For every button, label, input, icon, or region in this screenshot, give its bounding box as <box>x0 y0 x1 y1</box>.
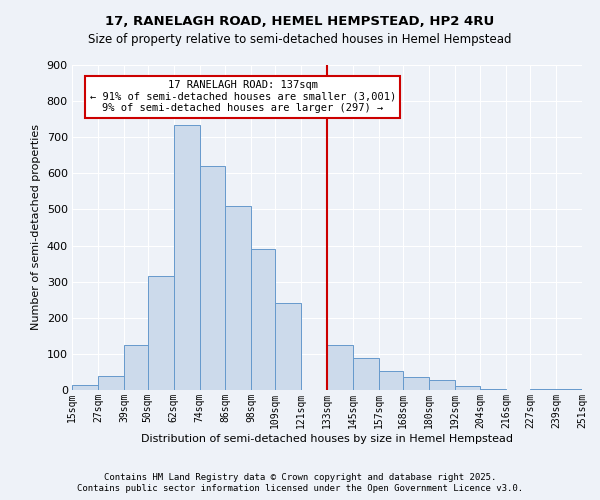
X-axis label: Distribution of semi-detached houses by size in Hemel Hempstead: Distribution of semi-detached houses by … <box>141 434 513 444</box>
Y-axis label: Number of semi-detached properties: Number of semi-detached properties <box>31 124 41 330</box>
Bar <box>275 304 301 390</box>
Bar <box>98 376 124 390</box>
Bar <box>173 124 199 390</box>
Bar <box>481 389 506 390</box>
Bar <box>455 386 481 390</box>
Bar <box>199 166 226 390</box>
Bar <box>226 206 251 390</box>
Text: Contains public sector information licensed under the Open Government Licence v3: Contains public sector information licen… <box>77 484 523 493</box>
Text: Contains HM Land Registry data © Crown copyright and database right 2025.: Contains HM Land Registry data © Crown c… <box>104 472 496 482</box>
Bar <box>251 249 275 390</box>
Bar <box>556 389 582 390</box>
Text: Size of property relative to semi-detached houses in Hemel Hempstead: Size of property relative to semi-detach… <box>88 32 512 46</box>
Bar <box>353 358 379 390</box>
Bar <box>124 345 148 390</box>
Text: 17 RANELAGH ROAD: 137sqm
← 91% of semi-detached houses are smaller (3,001)
9% of: 17 RANELAGH ROAD: 137sqm ← 91% of semi-d… <box>89 80 396 114</box>
Bar <box>403 376 428 390</box>
Bar <box>327 345 353 390</box>
Text: 17, RANELAGH ROAD, HEMEL HEMPSTEAD, HP2 4RU: 17, RANELAGH ROAD, HEMEL HEMPSTEAD, HP2 … <box>106 15 494 28</box>
Bar <box>530 389 556 390</box>
Bar <box>379 371 403 390</box>
Bar <box>428 380 455 390</box>
Bar <box>148 276 173 390</box>
Bar <box>72 384 98 390</box>
